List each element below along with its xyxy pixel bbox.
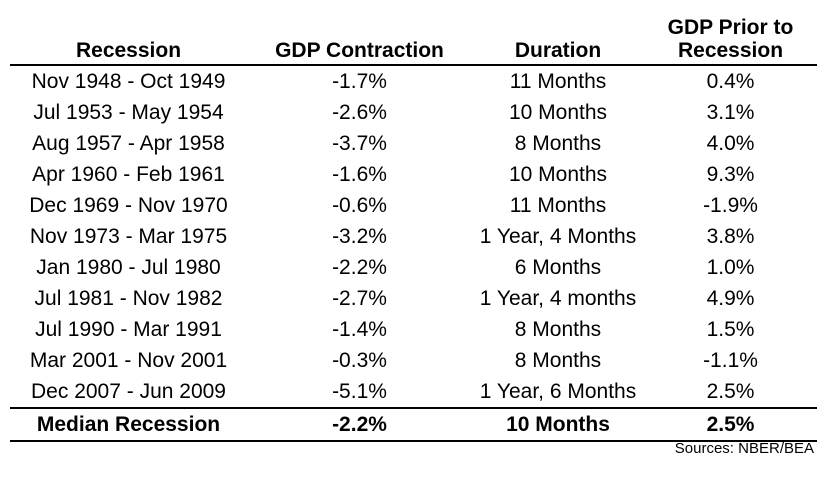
cell-duration: 1 Year, 4 Months: [479, 225, 637, 248]
cell-duration: 1 Year, 4 months: [479, 287, 637, 310]
table-row: Nov 1948 - Oct 1949 -1.7% 11 Months 0.4%: [10, 65, 817, 97]
table-row: Dec 2007 - Jun 2009 -5.1% 1 Year, 6 Months…: [10, 376, 817, 408]
cell-recession: Jan 1980 - Jul 1980: [36, 256, 221, 279]
cell-gdp-contraction: -2.2%: [332, 256, 387, 279]
table-row: Jul 1953 - May 1954 -2.6% 10 Months 3.1%: [10, 97, 817, 128]
cell-recession: Aug 1957 - Apr 1958: [32, 132, 225, 155]
cell-recession: Apr 1960 - Feb 1961: [32, 163, 225, 186]
cell-duration: 8 Months: [514, 349, 602, 372]
column-header-recession: Recession: [75, 39, 182, 62]
table-row: Aug 1957 - Apr 1958 -3.7% 8 Months 4.0%: [10, 128, 817, 159]
table-row: Jan 1980 - Jul 1980 -2.2% 6 Months 1.0%: [10, 252, 817, 283]
cell-gdp-prior: 1.5%: [706, 318, 755, 341]
header-row: Recession GDP Contraction Duration GDP P…: [10, 0, 817, 65]
cell-gdp-prior: 1.0%: [706, 256, 755, 279]
table-body: Nov 1948 - Oct 1949 -1.7% 11 Months 0.4% Jul…: [10, 65, 817, 442]
column-header-gdp-contraction: GDP Contraction: [275, 39, 444, 62]
cell-recession: Dec 1969 - Nov 1970: [29, 194, 228, 217]
cell-gdp-prior: 4.0%: [706, 132, 755, 155]
table-row: Jul 1981 - Nov 1982 -2.7% 1 Year, 4 months…: [10, 283, 817, 314]
cell-duration: 8 Months: [514, 318, 602, 341]
cell-recession: Nov 1948 - Oct 1949: [31, 70, 226, 93]
median-cell-recession: Median Recession: [10, 407, 247, 442]
cell-recession: Mar 2001 - Nov 2001: [29, 349, 228, 372]
cell-duration: 8 Months: [514, 132, 602, 155]
cell-duration: 11 Months: [509, 194, 607, 217]
cell-gdp-contraction: -1.4%: [332, 318, 387, 341]
table-row: Mar 2001 - Nov 2001 -0.3% 8 Months -1.1%: [10, 345, 817, 376]
median-cell-gdp-prior: 2.5%: [644, 407, 817, 442]
cell-gdp-prior: 9.3%: [706, 163, 755, 186]
cell-gdp-contraction: -1.6%: [332, 163, 387, 186]
cell-gdp-contraction: -0.3%: [332, 349, 387, 372]
cell-gdp-contraction: -5.1%: [332, 380, 387, 403]
cell-gdp-prior: 4.9%: [706, 287, 755, 310]
median-cell-gdp-contraction: -2.2%: [247, 407, 472, 442]
cell-gdp-prior: -1.1%: [703, 349, 758, 372]
median-cell-duration: 10 Months: [472, 407, 644, 442]
cell-recession: Jul 1981 - Nov 1982: [34, 287, 223, 310]
cell-recession: Jul 1990 - Mar 1991: [35, 318, 222, 341]
cell-gdp-prior: -1.9%: [703, 194, 758, 217]
column-header-gdp-prior: GDP Prior to Recession: [644, 0, 817, 65]
column-header-gdp-prior-line2: Recession: [677, 39, 784, 62]
cell-recession: Dec 2007 - Jun 2009: [31, 380, 226, 403]
table-row: Dec 1969 - Nov 1970 -0.6% 11 Months -1.9%: [10, 190, 817, 221]
median-row: Median Recession -2.2% 10 Months 2.5%: [10, 407, 817, 442]
cell-gdp-prior: 0.4%: [706, 70, 755, 93]
column-header-duration: Duration: [514, 39, 602, 62]
cell-gdp-prior: 3.8%: [706, 225, 755, 248]
cell-recession: Jul 1953 - May 1954: [33, 101, 224, 124]
source-note: Sources: NBER/BEA: [674, 440, 814, 457]
cell-gdp-prior: 2.5%: [706, 380, 755, 403]
cell-gdp-contraction: -2.7%: [332, 287, 387, 310]
cell-duration: 10 Months: [508, 101, 608, 124]
cell-gdp-contraction: -3.2%: [332, 225, 387, 248]
cell-duration: 10 Months: [508, 163, 608, 186]
table-row: Apr 1960 - Feb 1961 -1.6% 10 Months 9.3%: [10, 159, 817, 190]
column-header-gdp-prior-line1: GDP Prior to: [667, 16, 794, 39]
cell-gdp-contraction: -2.6%: [332, 101, 387, 124]
cell-gdp-contraction: -3.7%: [332, 132, 387, 155]
cell-duration: 1 Year, 6 Months: [479, 380, 637, 403]
table-row: Nov 1973 - Mar 1975 -3.2% 1 Year, 4 Months…: [10, 221, 817, 252]
cell-gdp-contraction: -0.6%: [332, 194, 387, 217]
table-row: Jul 1990 - Mar 1991 -1.4% 8 Months 1.5%: [10, 314, 817, 345]
cell-gdp-contraction: -1.7%: [332, 70, 387, 93]
cell-gdp-prior: 3.1%: [706, 101, 755, 124]
cell-duration: 11 Months: [509, 70, 607, 93]
cell-duration: 6 Months: [514, 256, 602, 279]
recession-table: Recession GDP Contraction Duration GDP P…: [10, 0, 817, 442]
cell-recession: Nov 1973 - Mar 1975: [29, 225, 228, 248]
